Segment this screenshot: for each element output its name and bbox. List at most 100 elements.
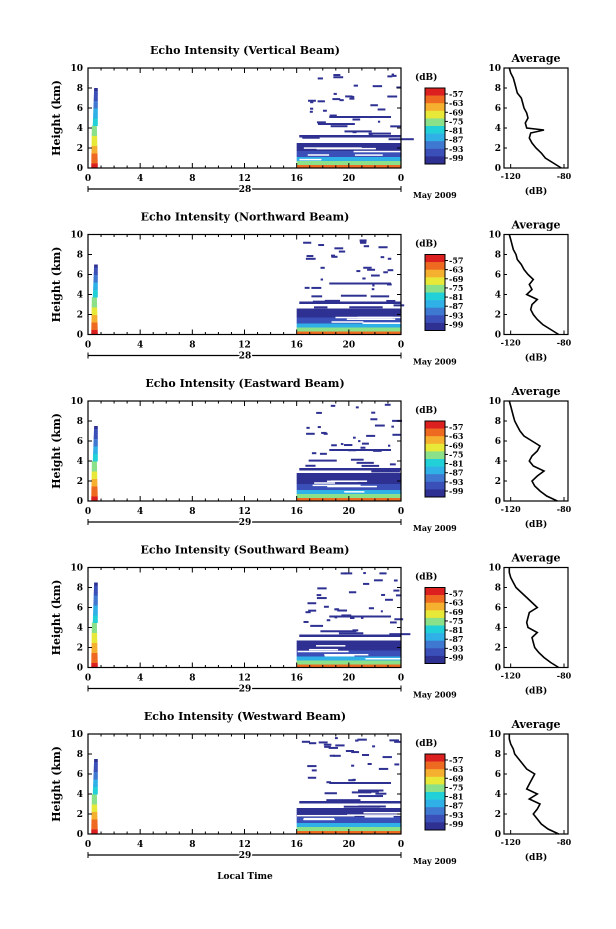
profile-y-tick-label: 8 [495,750,501,760]
colorbar-swatch [425,459,445,467]
echo-cell [91,806,98,810]
echo-speck [333,754,341,757]
echo-gap [354,154,383,156]
echo-band [296,151,401,157]
colorbar-swatch [425,300,445,308]
echo-speck [311,769,317,772]
colorbar-swatch [425,474,445,483]
echo-gap [312,484,361,487]
echo-cell [93,438,98,442]
colorbar-swatch [425,133,445,142]
echo-gap [335,316,393,319]
echo-layer [299,468,401,471]
echo-cell [93,590,98,593]
echo-speck [333,76,344,79]
echo-speck [339,99,344,102]
profile-y-tick-label: 10 [488,64,501,74]
colorbar-tick-label: -63 [449,764,464,774]
echo-speck [316,121,326,124]
echo-speck [394,618,404,621]
echo-speck [377,108,386,111]
colorbar-swatch [425,799,445,808]
profile-xlabel: (dB) [525,852,547,863]
echo-cell [93,446,98,449]
echo-speck [370,274,380,277]
echo-cell [92,617,98,621]
average-profile: Average 0 2 4 6 8 10 -120 -80 (dB) [488,385,571,530]
echo-cell [91,466,98,469]
echo-speck [371,411,376,414]
echo-cell [91,796,97,800]
colorbar-swatch [425,428,445,437]
profile-x-tick-label: -120 [501,338,521,348]
day-label: 28 [239,352,252,362]
day-label: 29 [239,685,252,695]
echo-cell [91,163,98,166]
panel-title: Echo Intensity (Vertical Beam) [150,44,340,57]
y-tick-label: 6 [77,271,83,281]
profile-y-tick-label: 10 [488,730,501,740]
echo-speck [340,572,347,575]
echo-speck [343,444,353,447]
echo-speck [394,740,401,743]
x-tick-label: 16 [290,840,303,850]
colorbar-tick-label: -57 [449,256,463,266]
profile-title: Average [510,52,560,65]
echo-speck [343,805,381,808]
echo-gap [324,653,369,656]
echo-cell [93,607,98,611]
echo-cell [93,279,98,283]
profile-x-tick-label: -80 [557,338,572,348]
echo-band [296,640,401,651]
echo-speck [387,75,393,78]
echo-speck [381,593,386,596]
echo-speck [334,247,344,250]
panel-0: Echo Intensity (Vertical Beam) 0 2 4 6 8 10 0 4 8… [50,44,572,200]
echo-cell [92,123,98,126]
echo-cell [91,158,98,161]
echo-cell [93,274,98,278]
echo-speck [373,579,383,582]
y-tick-label: 10 [70,564,83,574]
echo-speck [334,737,338,740]
x-tick-label: 4 [137,174,143,184]
x-tick-label: 0 [398,507,404,517]
echo-band [296,308,401,318]
echo-cell [91,496,98,499]
echo-cell [93,287,98,290]
echo-gap [363,812,409,814]
echo-cell [91,794,97,797]
date-label: May 2009 [413,523,457,533]
echo-speck [304,286,310,289]
echo-speck [324,745,331,748]
echo-speck [323,605,329,608]
echo-gap [327,485,377,488]
echo-cell [91,831,98,835]
profile-y-tick-label: 2 [495,311,501,321]
echo-speck [335,744,345,747]
echo-speck [380,256,385,259]
echo-speck [383,271,388,274]
echo-speck [349,306,383,309]
y-tick-label: 2 [77,644,83,654]
profile-y-tick-label: 4 [495,291,501,301]
echo-cell [91,307,98,310]
colorbar-tick-label: -75 [449,283,463,293]
echo-speck [389,739,399,742]
echo-speck [308,99,316,102]
echo-speck [361,464,380,467]
echo-speck [375,792,387,795]
date-label: May 2009 [413,690,457,700]
colorbar-tick-label: -63 [449,265,464,275]
y-tick-label: 2 [77,144,83,154]
colorbar-tick-label: -63 [449,98,464,108]
echo-speck [320,266,325,269]
echo-speck [367,762,372,765]
echo-speck [353,436,356,439]
x-tick-label: 20 [343,341,356,351]
y-tick-label: 10 [70,231,83,241]
profile-y-tick-label: 8 [495,251,501,261]
echo-cell [91,332,98,335]
echo-cell [91,642,98,646]
echo-gap [363,322,415,324]
